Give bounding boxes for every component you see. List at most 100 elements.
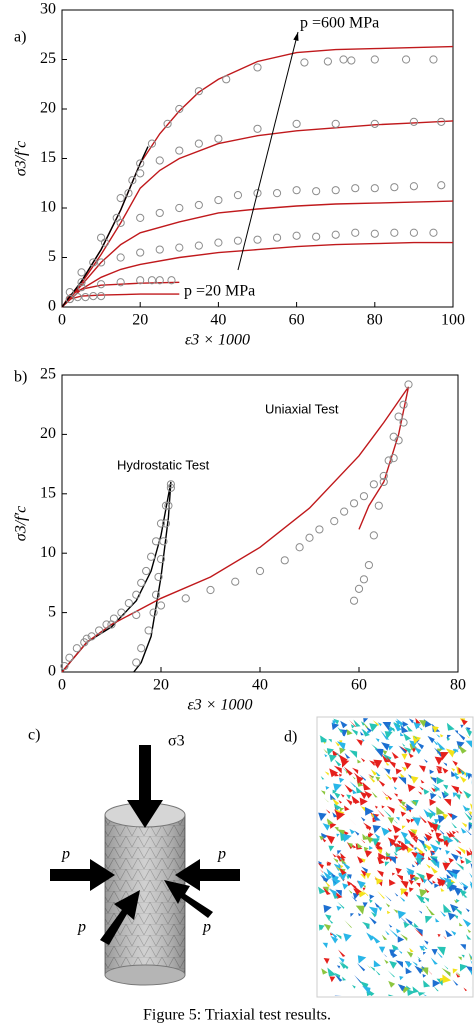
fragment (336, 741, 346, 750)
data-point (147, 276, 157, 285)
x-tick-label: 80 (450, 677, 466, 694)
fragment (471, 853, 472, 862)
fragment (422, 993, 427, 996)
data-point (384, 456, 393, 465)
fragment (394, 892, 399, 897)
data-point (144, 626, 153, 635)
data-point (97, 280, 106, 289)
fragment (348, 719, 357, 727)
data-point (351, 228, 360, 237)
fragment (430, 777, 437, 784)
fragment (387, 837, 396, 846)
fragment (367, 730, 371, 735)
fragment (458, 789, 463, 794)
arrow-lower-left (100, 890, 140, 945)
panel-label: b) (14, 369, 27, 386)
fragment (436, 951, 443, 958)
fragment (385, 756, 392, 762)
fragment (360, 858, 366, 863)
fragment (465, 727, 472, 737)
fragment (400, 933, 408, 941)
fragment (322, 823, 330, 831)
fragment (419, 897, 426, 904)
data-point (82, 634, 91, 643)
fragment (440, 733, 444, 738)
fragment (327, 967, 337, 977)
data-point (389, 432, 398, 441)
fragment (382, 809, 392, 818)
fragment (357, 779, 363, 785)
fragment (466, 849, 472, 856)
data-point (112, 213, 121, 222)
fragment (445, 748, 455, 758)
fragment (455, 898, 460, 903)
fragment (453, 886, 463, 896)
fragment (332, 789, 337, 794)
fragment (321, 968, 328, 975)
data-point (370, 229, 379, 238)
data-point (116, 278, 125, 287)
data-point (389, 454, 398, 463)
data-point (292, 119, 301, 128)
fragment (422, 944, 428, 950)
fragment (465, 934, 472, 940)
fragment (389, 960, 398, 969)
fragment (408, 718, 414, 724)
fragment (362, 822, 372, 831)
fragment (330, 932, 338, 939)
data-point (292, 186, 301, 195)
y-tick-label: 20 (40, 100, 56, 117)
fragment (424, 888, 430, 893)
fragment (334, 759, 342, 767)
fragment (439, 910, 446, 917)
fragment (327, 861, 332, 866)
arrow-lower-right (164, 880, 213, 918)
fragment (455, 862, 464, 871)
fragment (362, 887, 366, 891)
fragment (455, 830, 459, 834)
data-point (429, 55, 438, 64)
fragment (322, 886, 331, 895)
fragment (432, 979, 441, 988)
fragment (410, 818, 415, 823)
data-point (214, 134, 223, 143)
y-tick-label: 20 (40, 425, 56, 442)
data-point (404, 380, 413, 389)
fragment (362, 833, 369, 840)
fragment (431, 812, 436, 817)
x-tick-label: 0 (58, 312, 66, 329)
fragment (414, 928, 423, 937)
fragment (394, 855, 398, 859)
fragment (404, 838, 411, 845)
fragment (325, 785, 330, 790)
fragment (387, 827, 393, 833)
fragment (461, 719, 468, 726)
fragment (467, 928, 472, 933)
fragment (430, 793, 437, 800)
fragment (405, 867, 415, 876)
data-point (305, 533, 314, 542)
fragment (370, 911, 377, 918)
fragment (404, 762, 412, 770)
fragment (371, 791, 378, 798)
data-point (132, 590, 141, 599)
fragment (324, 880, 331, 887)
fragment (447, 734, 452, 739)
fragment (406, 724, 413, 732)
fragment (400, 732, 404, 737)
fragment (461, 822, 467, 828)
fragment (454, 730, 459, 734)
fragment (326, 861, 331, 866)
data-point (194, 139, 203, 148)
fragment (348, 889, 353, 894)
fragment (452, 760, 458, 767)
fragment (338, 777, 345, 783)
fragment (374, 748, 384, 758)
data-point (124, 189, 133, 198)
fragment (349, 780, 356, 788)
fragment (437, 946, 446, 956)
fragment (382, 742, 388, 749)
fragment (418, 958, 422, 963)
fragment (342, 976, 347, 981)
fragment (380, 730, 385, 735)
